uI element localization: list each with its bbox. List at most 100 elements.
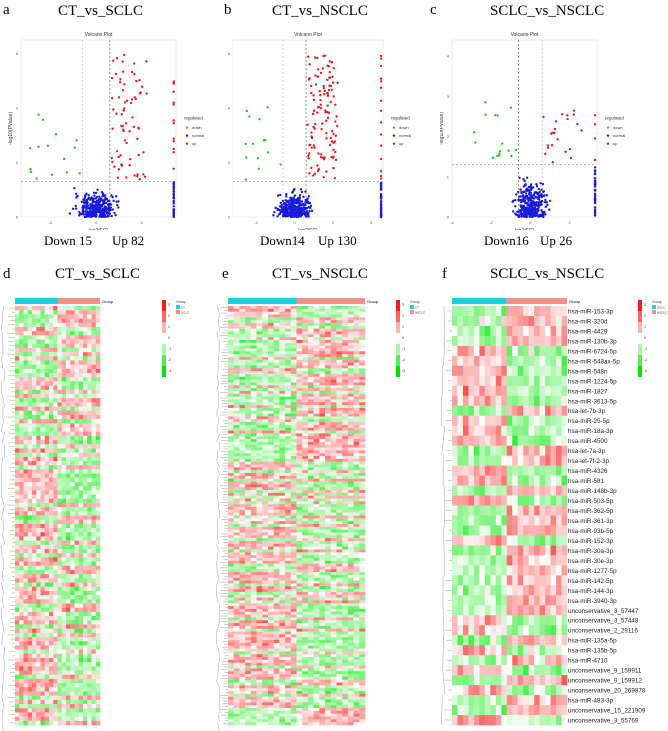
heatmap-cell xyxy=(87,565,92,571)
heatmap-cell xyxy=(49,586,54,592)
heatmap-cell xyxy=(23,310,29,315)
heatmap-cell xyxy=(285,345,292,349)
heatmap-cell xyxy=(302,393,309,397)
data-point xyxy=(29,167,32,171)
heatmap-cell xyxy=(49,314,54,319)
heatmap-cell xyxy=(285,362,292,366)
data-point xyxy=(334,150,337,154)
heatmap-cell xyxy=(307,390,314,395)
data-point xyxy=(520,191,523,194)
heatmap-cell xyxy=(57,603,63,608)
heatmap-cell xyxy=(83,461,88,466)
data-point xyxy=(379,185,383,188)
data-point xyxy=(288,210,291,214)
heatmap-cell xyxy=(302,430,309,434)
data-point xyxy=(522,204,526,208)
heatmap-cell xyxy=(91,444,97,449)
heatmap-cell xyxy=(250,441,257,446)
data-point xyxy=(336,124,339,128)
heatmap-cell xyxy=(359,311,366,315)
heatmap-cell xyxy=(285,430,292,434)
heatmap-cell xyxy=(15,582,20,588)
heatmap-cell xyxy=(19,393,24,399)
heatmap-cell xyxy=(290,430,297,434)
heatmap-cell xyxy=(49,507,54,512)
color-scale-tick: 3 xyxy=(168,303,170,307)
heatmap-cell xyxy=(91,720,97,726)
heatmap-cell xyxy=(87,712,92,717)
data-point xyxy=(319,93,322,97)
heatmap-cell xyxy=(325,433,332,437)
heatmap-cell xyxy=(53,310,58,315)
data-point xyxy=(117,155,120,159)
data-point xyxy=(145,60,148,63)
heatmap-cell xyxy=(66,565,71,571)
heatmap-cell xyxy=(57,540,63,546)
heatmap-cell xyxy=(296,373,303,378)
panel-e-heading: CT_vs_NSCLC xyxy=(272,266,368,282)
heatmap-cell xyxy=(290,365,297,369)
heatmap-cell xyxy=(91,448,97,453)
heatmap-cell xyxy=(66,414,71,420)
heatmap-cell xyxy=(273,337,280,341)
heatmap-cell xyxy=(70,716,75,722)
heatmap-cell xyxy=(353,405,360,409)
heatmap-cell xyxy=(66,549,71,554)
heatmap-cell xyxy=(353,345,360,349)
heatmap-cell xyxy=(273,424,280,429)
heatmap-cell xyxy=(27,419,33,424)
heatmap-cell xyxy=(32,708,37,713)
heatmap-cell xyxy=(87,310,92,315)
heatmap-cell xyxy=(353,342,360,346)
heatmap-cell xyxy=(319,362,326,366)
heatmap-cell xyxy=(336,337,343,341)
heatmap-cell xyxy=(66,553,71,558)
heatmap-cell xyxy=(70,657,75,663)
heatmap-cell xyxy=(87,708,92,713)
heatmap-cell xyxy=(296,436,303,440)
heatmap-cell xyxy=(91,352,97,357)
heatmap-cell xyxy=(78,549,84,554)
heatmap-cell xyxy=(27,410,33,416)
heatmap-cell xyxy=(57,695,63,701)
heatmap-cell xyxy=(95,414,101,420)
heatmap-cell xyxy=(91,611,97,617)
heatmap-cell xyxy=(27,620,33,625)
heatmap-cell xyxy=(40,561,46,567)
heatmap-cell xyxy=(256,461,263,465)
data-point xyxy=(537,204,540,207)
heatmap-cell xyxy=(353,306,360,310)
heatmap-cell xyxy=(256,354,263,358)
heatmap-cell xyxy=(256,317,263,321)
heatmap-cell xyxy=(49,419,54,424)
heatmap-cell xyxy=(273,405,280,409)
data-point xyxy=(501,142,504,145)
heatmap-cell xyxy=(61,410,67,416)
heatmap-cell xyxy=(53,326,58,332)
heatmap-cell xyxy=(40,611,46,617)
heatmap-cell xyxy=(302,342,309,346)
heatmap-cell xyxy=(256,416,263,420)
heatmap-cell xyxy=(256,390,263,395)
heatmap-cell xyxy=(70,461,75,466)
heatmap-cell xyxy=(15,318,20,324)
heatmap-cell xyxy=(57,331,63,336)
heatmap-cell xyxy=(233,351,240,355)
heatmap-cell xyxy=(347,379,354,383)
heatmap-cell xyxy=(61,306,67,311)
heatmap-cell xyxy=(23,687,29,692)
heatmap-cell xyxy=(319,306,326,310)
data-point xyxy=(102,200,106,204)
heatmap-cell xyxy=(256,430,263,434)
heatmap-cell xyxy=(61,683,67,688)
heatmap-cell xyxy=(319,359,326,363)
heatmap-cell xyxy=(27,381,33,386)
heatmap-cell xyxy=(95,389,101,395)
heatmap-cell xyxy=(27,456,33,462)
heatmap-cell xyxy=(19,704,24,709)
data-point xyxy=(544,152,547,156)
heatmap-cell xyxy=(307,334,314,338)
heatmap-cell xyxy=(285,419,292,423)
heatmap-cell xyxy=(66,649,71,655)
heatmap-cell xyxy=(83,590,88,596)
